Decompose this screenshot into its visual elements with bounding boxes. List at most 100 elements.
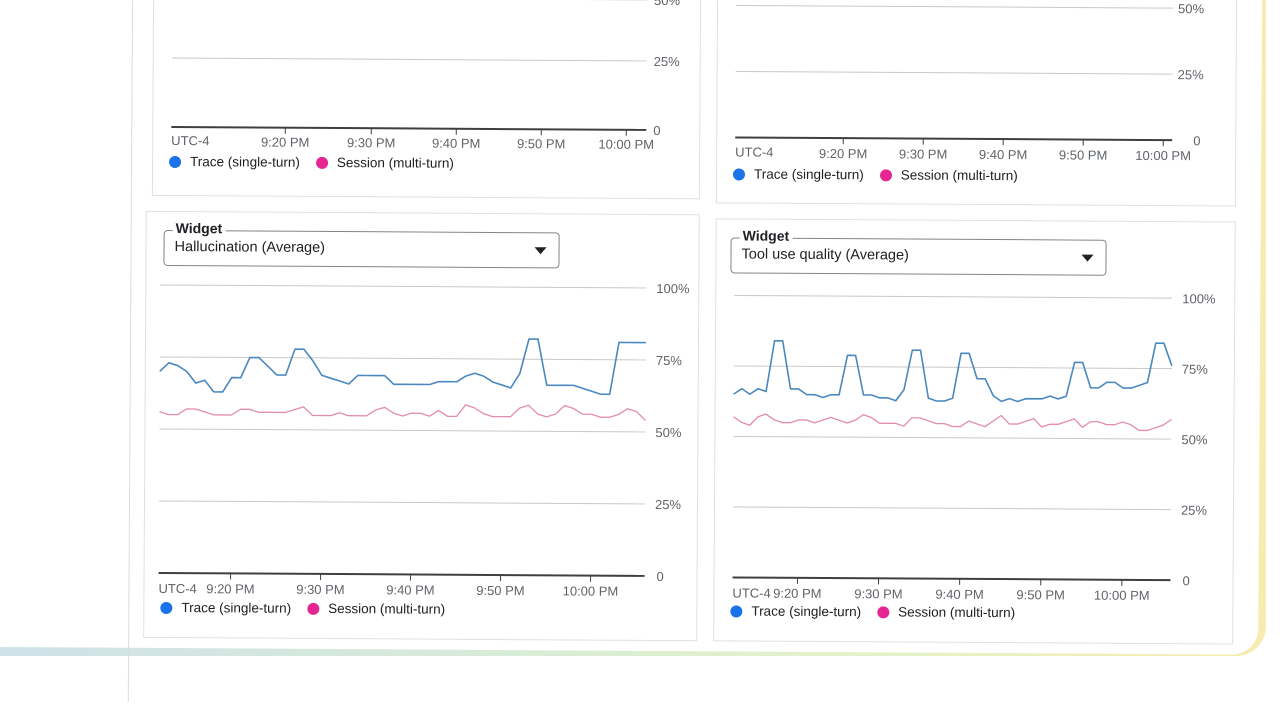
chart-panel-top-right: 50% 25% 0 UTC-4 9:20 PM 9:30 PM 9:40 PM … (715, 0, 1238, 207)
left-sidebar-divider (127, 0, 134, 702)
gridline (159, 356, 646, 361)
y-tick-25: 25% (1178, 67, 1205, 82)
legend-session-label: Session (multi-turn) (898, 604, 1016, 621)
series-line-session (159, 404, 646, 421)
gridline-25 (735, 70, 1173, 75)
legend-top-left: Trace (single-turn) Session (multi-turn) (169, 154, 470, 171)
legend-item-session[interactable]: Session (multi-turn) (877, 604, 1015, 620)
trace-dot-icon (160, 601, 173, 614)
gridline-50 (736, 4, 1174, 9)
gridline (733, 435, 1172, 440)
x-axis (732, 576, 1171, 582)
chart-hallucination: 100% 75% 50% 25% 0 UTC-4 9:20 PM 9:30 PM 9:40 PM… (158, 281, 690, 599)
legend-item-session[interactable]: Session (multi-turn) (879, 167, 1018, 184)
legend-trace-label: Trace (single-turn) (753, 166, 864, 183)
y-tick-label: 75% (656, 353, 683, 368)
x-tick-label: 10:00 PM (563, 583, 619, 598)
legend-hallucination: Trace (single-turn) Session (multi-turn) (160, 600, 461, 617)
y-tick-label: 100% (656, 281, 690, 296)
legend-trace-label: Trace (single-turn) (190, 154, 300, 170)
x-tick-label: 9:30 PM (854, 586, 903, 601)
x-tick-label: 9:30 PM (899, 146, 948, 161)
x-tick-label: 9:20 PM (773, 586, 822, 601)
gridline-25 (171, 57, 647, 62)
series-line-trace (733, 340, 1173, 403)
x-tick-label: 9:30 PM (347, 135, 396, 150)
gridline (733, 365, 1172, 370)
dashboard-sheet: 50% 25% 0 UTC-4 9:20 PM 9:30 PM 9:40 PM … (127, 0, 1238, 702)
x-ticks-top-right: UTC-4 9:20 PM 9:30 PM 9:40 PM 9:50 PM 10… (735, 138, 1191, 163)
chart-panel-hallucination: Widget Hallucination (Average) 100% 75% 50… (143, 210, 700, 642)
x-tick-label: 9:20 PM (819, 146, 868, 161)
gridline (734, 294, 1173, 299)
legend-session-label: Session (multi-turn) (336, 155, 454, 171)
legend-item-trace[interactable]: Trace (single-turn) (160, 600, 291, 616)
session-dot-icon (315, 156, 328, 169)
x-tick-label: 9:40 PM (432, 136, 481, 151)
legend-item-session[interactable]: Session (multi-turn) (315, 155, 454, 171)
y-tick-0: 0 (1193, 133, 1200, 148)
session-dot-icon (307, 602, 320, 615)
session-dot-icon (877, 605, 890, 618)
x-tick-label: 9:40 PM (386, 582, 435, 597)
x-axis-timezone: UTC-4 (735, 144, 773, 159)
legend-top-right: Trace (single-turn) Session (multi-turn) (732, 166, 1034, 184)
legend-item-trace[interactable]: Trace (single-turn) (169, 154, 300, 170)
chart-top-left: 50% 25% 0 UTC-4 9:20 PM 9:30 PM 9:40 PM … (171, 0, 681, 152)
legend-item-session[interactable]: Session (multi-turn) (307, 601, 445, 617)
x-tick-label: 9:40 PM (935, 587, 984, 602)
x-axis (158, 571, 645, 577)
x-axis-timezone: UTC-4 (171, 133, 209, 148)
series-line-session (733, 413, 1172, 432)
y-tick-label: 75% (1182, 362, 1209, 377)
x-tick-label: 10:00 PM (1135, 148, 1191, 163)
x-axis-timezone: UTC-4 (158, 581, 196, 596)
x-tick-label: 9:50 PM (517, 136, 566, 151)
x-tick-label: 9:50 PM (1059, 147, 1108, 162)
gridline (732, 506, 1171, 511)
x-axis (735, 136, 1173, 142)
y-tick-0: 0 (653, 123, 660, 138)
chart-panel-top-left: 50% 25% 0 UTC-4 9:20 PM 9:30 PM 9:40 PM … (151, 0, 702, 200)
chart-panel-tool-use-quality: Widget Tool use quality (Average) 100% 75… (713, 218, 1236, 645)
y-tick-25: 25% (654, 54, 681, 69)
legend-item-trace[interactable]: Trace (single-turn) (732, 166, 864, 183)
x-tick-label: 9:50 PM (1016, 587, 1065, 602)
x-axis-timezone: UTC-4 (732, 585, 770, 600)
y-tick-50: 50% (654, 0, 681, 8)
trace-dot-icon (169, 155, 182, 168)
x-tick-label: 9:40 PM (979, 147, 1028, 162)
x-ticks-top-left: UTC-4 9:20 PM 9:30 PM 9:40 PM 9:50 PM 10… (171, 127, 654, 152)
legend-trace-label: Trace (single-turn) (751, 603, 862, 620)
x-tick-label: 9:50 PM (476, 583, 525, 598)
y-tick-50: 50% (1178, 1, 1205, 16)
legend-item-trace[interactable]: Trace (single-turn) (730, 603, 861, 619)
y-tick-label: 25% (655, 497, 682, 512)
x-tick-label: 9:20 PM (206, 581, 255, 596)
trace-dot-icon (730, 604, 743, 618)
chart-tool-use-quality: 100% 75% 50% 25% 0 UTC-4 9:20 PM 9:30 PM 9:40 PM… (732, 291, 1216, 603)
legend-session-label: Session (multi-turn) (328, 600, 446, 617)
legend-tool-use-quality: Trace (single-turn) Session (multi-turn) (730, 603, 1031, 620)
y-tick-label: 50% (1181, 432, 1208, 447)
x-tick-label: 10:00 PM (1094, 588, 1150, 603)
x-tick-label: 10:00 PM (598, 137, 654, 152)
gridline (159, 500, 646, 505)
session-dot-icon (879, 168, 892, 181)
y-tick-label: 50% (655, 425, 682, 440)
x-tick-label: 9:20 PM (261, 135, 310, 150)
trace-dot-icon (732, 167, 746, 181)
legend-trace-label: Trace (single-turn) (181, 600, 292, 616)
gridline (160, 284, 647, 289)
y-tick-label: 100% (1182, 291, 1216, 306)
y-tick-label: 0 (1182, 573, 1189, 588)
x-tick-label: 9:30 PM (296, 582, 345, 597)
legend-session-label: Session (multi-turn) (900, 167, 1018, 184)
series-line-trace (159, 338, 646, 396)
gridline (159, 428, 646, 433)
y-tick-label: 25% (1181, 503, 1208, 518)
y-tick-label: 0 (657, 569, 664, 584)
chart-top-right: 50% 25% 0 UTC-4 9:20 PM 9:30 PM 9:40 PM … (735, 1, 1205, 163)
x-axis (171, 126, 647, 131)
